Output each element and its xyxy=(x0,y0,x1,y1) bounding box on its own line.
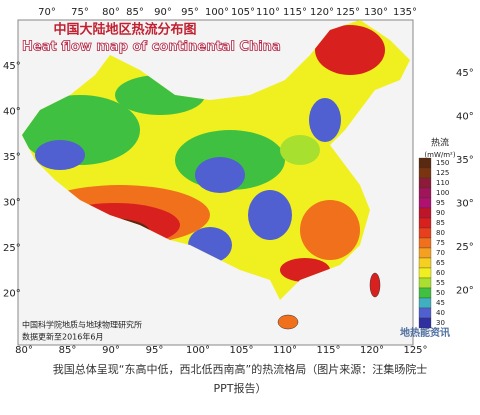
hainan xyxy=(277,314,299,330)
lon-label: 105° xyxy=(231,7,255,18)
lon-label: 120° xyxy=(360,345,384,355)
legend-label: 110 xyxy=(436,179,449,187)
legend-swatch xyxy=(418,307,432,319)
credit: 数据更新至2016年6月 xyxy=(22,332,103,342)
lon-label: 130° xyxy=(364,7,388,18)
legend-label: 55 xyxy=(436,279,445,287)
lon-label: 90° xyxy=(102,345,120,355)
legend-swatch xyxy=(418,197,432,209)
legend-swatch xyxy=(418,297,432,309)
lon-label: 95° xyxy=(181,7,199,18)
lon-label: 100° xyxy=(186,345,210,355)
lon-label: 105° xyxy=(229,345,253,355)
caption-line: 我国总体呈现“东高中低，西北低西南高”的热流格局（图片来源：汪集旸院士 xyxy=(52,363,428,376)
lat-label: 20° xyxy=(456,286,474,297)
lon-label: 70° xyxy=(38,7,56,18)
legend-label: 65 xyxy=(436,259,445,267)
lat-label: 25° xyxy=(3,243,21,254)
legend-label: 125 xyxy=(436,169,449,177)
lon-label: 120° xyxy=(310,7,334,18)
credit: 中国科学院地质与地球物理研究所 xyxy=(22,320,142,330)
watermark: 地热能资讯 xyxy=(400,326,450,339)
legend-label: 50 xyxy=(436,289,445,297)
lon-label: 110° xyxy=(273,345,297,355)
lon-label: 115° xyxy=(316,345,340,355)
lon-label: 125° xyxy=(336,7,360,18)
legend-swatch xyxy=(418,167,432,179)
lon-label: 85° xyxy=(126,7,144,18)
legend-label: 80 xyxy=(436,229,445,237)
taiwan xyxy=(369,272,381,298)
legend-swatch xyxy=(418,227,432,239)
caption: 我国总体呈现“东高中低，西北低西南高”的热流格局（图片来源：汪集旸院士 PPT报… xyxy=(0,360,480,398)
lat-label: 45° xyxy=(456,68,474,79)
legend-label: 100 xyxy=(436,189,449,197)
legend-label: 95 xyxy=(436,199,445,207)
lon-label: 80° xyxy=(15,345,33,355)
legend-swatch xyxy=(418,207,432,219)
lon-label: 110° xyxy=(256,7,280,18)
lon-label: 80° xyxy=(102,7,120,18)
legend-label: 85 xyxy=(436,219,445,227)
legend-title: 热流 xyxy=(431,137,449,149)
lat-label: 40° xyxy=(3,107,21,118)
lon-label: 135° xyxy=(393,7,417,18)
legend-swatch xyxy=(418,257,432,269)
lon-label: 100° xyxy=(205,7,229,18)
lat-label: 35° xyxy=(3,152,21,163)
legend-unit: (mW/m²) xyxy=(424,151,455,159)
legend-swatch xyxy=(418,317,432,329)
lon-label: 115° xyxy=(283,7,307,18)
legend-swatch xyxy=(418,217,432,229)
legend-swatch xyxy=(418,267,432,279)
lat-label: 45° xyxy=(3,61,21,72)
map: 中国大陆地区热流分布图 Heat flow map of continental… xyxy=(3,7,474,355)
lat-label: 25° xyxy=(456,242,474,253)
legend-label: 60 xyxy=(436,269,445,277)
caption-line: PPT报告） xyxy=(213,382,267,395)
legend-label: 150 xyxy=(436,159,449,167)
lon-label: 95° xyxy=(146,345,164,355)
lon-label: 125° xyxy=(403,345,427,355)
lat-label: 30° xyxy=(456,199,474,210)
title-cn: 中国大陆地区热流分布图 xyxy=(53,22,196,38)
legend-label: 45 xyxy=(436,299,445,307)
legend-label: 30 xyxy=(436,319,445,327)
lat-label: 35° xyxy=(456,155,474,166)
lat-label: 40° xyxy=(456,112,474,123)
legend-swatch xyxy=(418,187,432,199)
lat-label: 30° xyxy=(3,198,21,209)
legend-label: 75 xyxy=(436,239,445,247)
lon-label: 75° xyxy=(71,7,89,18)
legend-label: 90 xyxy=(436,209,445,217)
title-en: Heat flow map of continental China xyxy=(22,40,281,55)
lon-label: 85° xyxy=(59,345,77,355)
legend-label: 70 xyxy=(436,249,445,257)
legend-swatch xyxy=(418,237,432,249)
legend-swatch xyxy=(418,247,432,259)
legend-swatch xyxy=(418,287,432,299)
legend-label: 40 xyxy=(436,309,445,317)
legend-swatch xyxy=(418,177,432,189)
lon-label: 90° xyxy=(154,7,172,18)
legend-swatch xyxy=(418,157,432,169)
legend-swatch xyxy=(418,277,432,289)
lat-label: 20° xyxy=(3,289,21,300)
